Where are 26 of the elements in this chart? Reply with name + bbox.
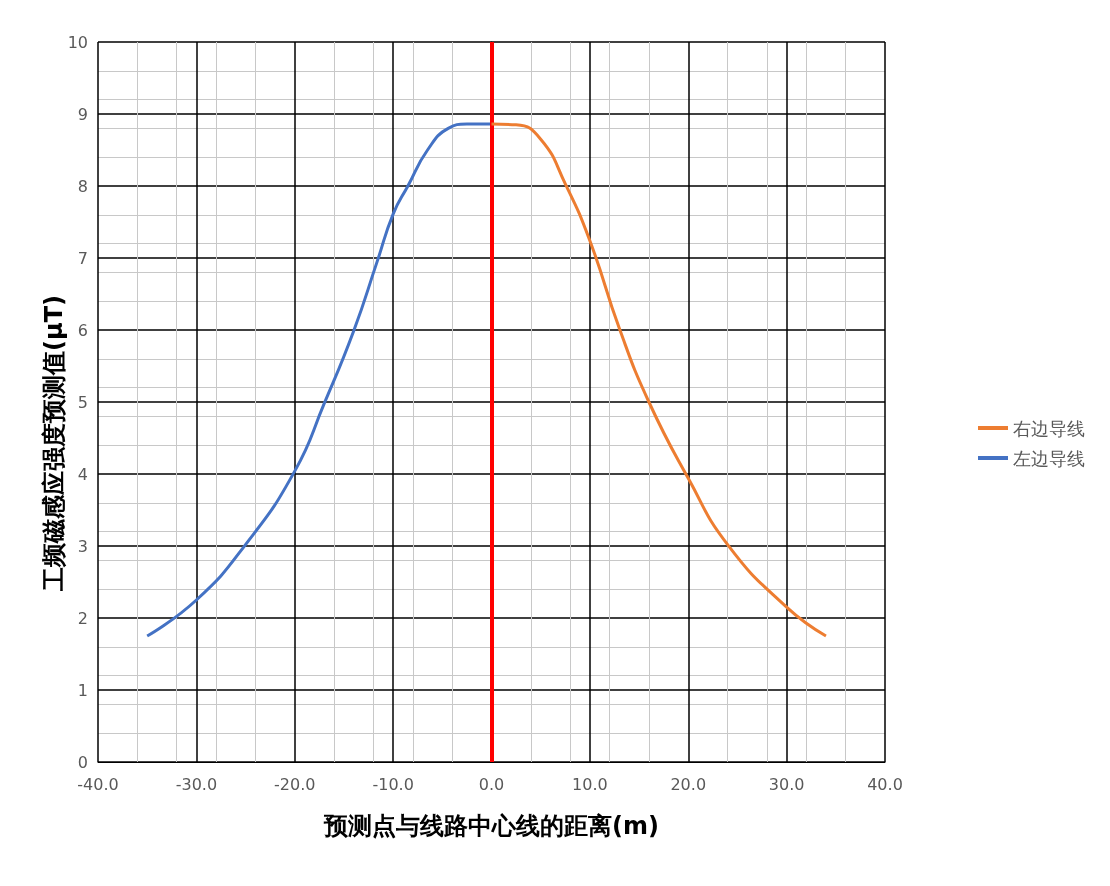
x-tick-label: 0.0 <box>478 774 505 794</box>
y-tick-label: 6 <box>77 320 88 340</box>
y-tick-label: 8 <box>77 176 88 196</box>
line-series <box>145 122 493 638</box>
x-tick-label: -40.0 <box>77 774 119 794</box>
x-tick-label: -20.0 <box>274 774 316 794</box>
y-tick-label: 2 <box>77 608 88 628</box>
x-tick-label: 30.0 <box>768 774 805 794</box>
y-tick-label: 3 <box>77 536 88 556</box>
x-tick-label: 20.0 <box>670 774 707 794</box>
y-tick-label: 1 <box>77 680 88 700</box>
y-tick-label: 9 <box>77 104 88 124</box>
x-tick-label: -10.0 <box>372 774 414 794</box>
x-tick-label: -30.0 <box>175 774 218 794</box>
y-tick-label: 7 <box>77 248 88 268</box>
legend-label: 右边导线 <box>1013 417 1085 439</box>
x-tick-label: 10.0 <box>572 774 608 794</box>
x-axis-title: 预测点与线路中心线的距离(m) <box>323 812 659 840</box>
y-tick-label: 4 <box>77 464 88 484</box>
line-series <box>490 122 828 638</box>
x-tick-label: 40.0 <box>867 774 903 794</box>
y-tick-label: 0 <box>77 752 88 772</box>
y-tick-label: 5 <box>77 392 88 412</box>
y-axis-title: 工频磁感应强度预测值(μT) <box>40 295 68 592</box>
y-tick-label: 10 <box>67 32 88 52</box>
legend-label: 左边导线 <box>1013 447 1085 469</box>
